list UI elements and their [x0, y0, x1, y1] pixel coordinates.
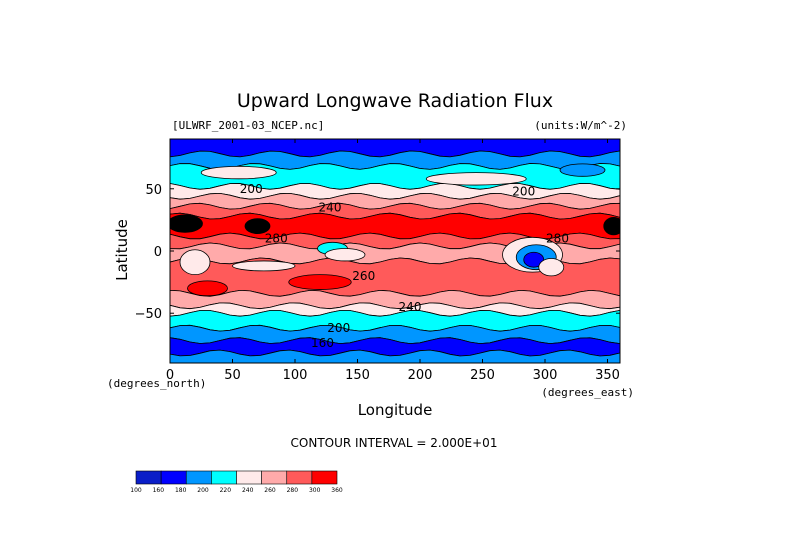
y-unit-note: (degrees_north) [107, 377, 206, 390]
contour-patch [179, 249, 211, 276]
x-axis-ticks: 0 50 100 150 200 250 300 350 [166, 139, 620, 383]
colorbar-label: 300 [309, 487, 321, 494]
x-tick-label: 300 [533, 368, 558, 383]
y-tick-label: 0 [154, 245, 162, 260]
contour-label: 240 [399, 300, 422, 314]
colorbar-label: 280 [287, 487, 299, 494]
colorbar-label: 160 [153, 487, 165, 494]
x-tick-label: 250 [470, 368, 495, 383]
y-tick-label: 50 [145, 183, 162, 198]
contour-patch [288, 274, 352, 290]
contour-patch [603, 217, 620, 236]
contour-patch [170, 214, 203, 233]
contour-patch [200, 165, 277, 180]
dataset-label: [ULWRF_2001-03_NCEP.nc] [172, 119, 324, 132]
x-tick-label: 100 [283, 368, 308, 383]
colorbar-label: 200 [197, 487, 209, 494]
y-axis-ticks: 50 0 −50 [135, 183, 620, 322]
contour-label: 200 [240, 182, 263, 196]
contour-patch [187, 280, 228, 297]
contour-patch [559, 163, 606, 177]
colorbar-swatch [261, 470, 288, 485]
x-tick-label: 0 [166, 368, 174, 383]
contour-label: 240 [319, 200, 342, 214]
contour-label: 280 [546, 232, 569, 246]
colorbar-legend: 100 160 180 200 220 240 260 280 300 360 [130, 470, 343, 494]
units-label: (units:W/m^-2) [534, 119, 627, 132]
colorbar-swatch [135, 470, 162, 485]
x-tick-label: 350 [595, 368, 620, 383]
colorbar-label: 180 [175, 487, 187, 494]
colorbar-label: 100 [130, 487, 142, 494]
contour-patch [425, 172, 527, 186]
contour-patch [538, 258, 565, 277]
x-tick-label: 200 [408, 368, 433, 383]
contour-patch [324, 248, 366, 262]
chart-title: Upward Longwave Radiation Flux [237, 90, 553, 112]
colorbar-label: 360 [331, 487, 343, 494]
contour-band [170, 349, 620, 363]
x-tick-label: 50 [224, 368, 241, 383]
x-axis-label: Longitude [358, 401, 433, 419]
colorbar-swatch [311, 470, 338, 485]
contour-patch [244, 218, 271, 234]
y-tick-label: −50 [135, 307, 162, 322]
contour-label: 200 [327, 321, 350, 335]
colorbar-swatch [185, 470, 212, 485]
colorbar-swatch [286, 470, 313, 485]
contour-interval-label: CONTOUR INTERVAL = 2.000E+01 [291, 436, 498, 450]
colorbar-label: 240 [242, 487, 254, 494]
colorbar-label: 260 [264, 487, 276, 494]
colorbar-swatch [160, 470, 187, 485]
contour-patch [523, 251, 545, 268]
contour-label: 280 [265, 232, 288, 246]
y-axis-label: Latitude [113, 219, 131, 281]
contour-patch [232, 260, 296, 272]
colorbar-swatch [211, 470, 237, 485]
colorbar-swatch [236, 470, 262, 485]
contour-label: 260 [352, 269, 375, 283]
x-unit-note: (degrees_east) [541, 386, 634, 399]
contour-label: 200 [512, 184, 535, 198]
contour-label: 160 [311, 336, 334, 350]
colorbar-label: 220 [220, 487, 232, 494]
x-tick-label: 150 [345, 368, 370, 383]
